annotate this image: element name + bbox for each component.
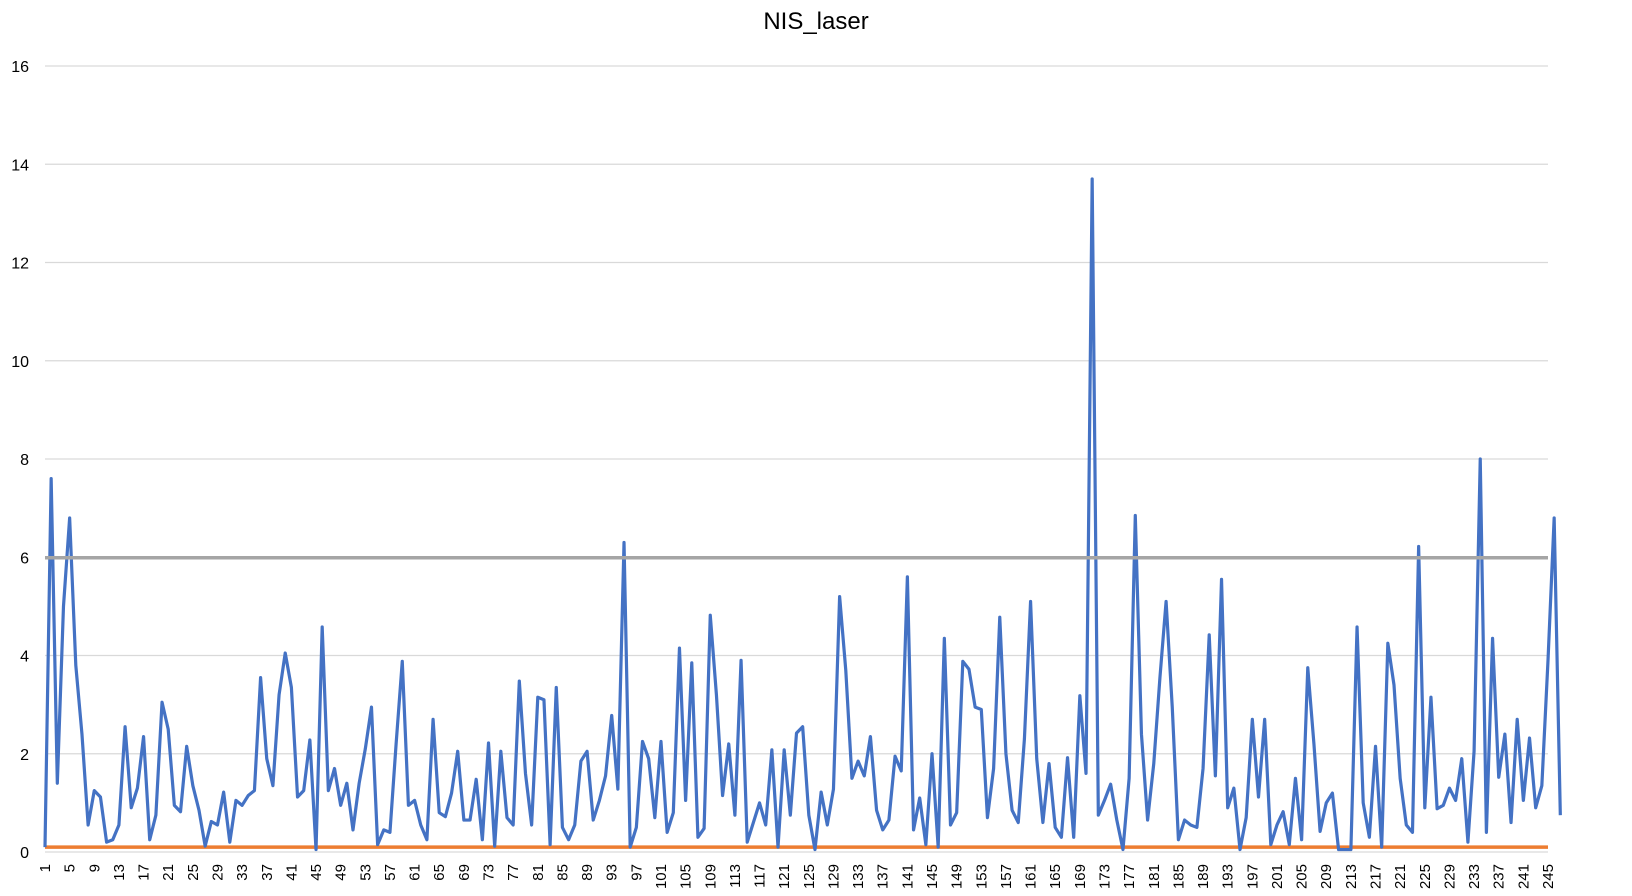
x-tick-label: 37 bbox=[259, 864, 276, 881]
x-tick-label: 145 bbox=[924, 864, 941, 889]
y-tick-label: 6 bbox=[20, 550, 29, 567]
x-tick-label: 193 bbox=[1220, 864, 1237, 889]
x-tick-label: 141 bbox=[899, 864, 916, 889]
x-tick-label: 53 bbox=[357, 864, 374, 881]
x-tick-label: 85 bbox=[554, 864, 571, 881]
y-tick-label: 0 bbox=[20, 845, 29, 862]
x-tick-label: 61 bbox=[407, 864, 424, 881]
x-tick-label: 77 bbox=[505, 864, 522, 881]
x-tick-label: 161 bbox=[1023, 864, 1040, 889]
y-axis-tick-labels: 0 2 4 6 8 10 12 14 16 bbox=[11, 59, 29, 862]
x-tick-label: 245 bbox=[1540, 864, 1557, 889]
x-tick-label: 137 bbox=[875, 864, 892, 889]
y-tick-label: 8 bbox=[20, 452, 29, 469]
x-tick-label: 129 bbox=[825, 864, 842, 889]
x-tick-label: 105 bbox=[678, 864, 695, 889]
x-tick-label: 41 bbox=[283, 864, 300, 881]
x-tick-label: 133 bbox=[850, 864, 867, 889]
x-tick-label: 169 bbox=[1072, 864, 1089, 889]
x-tick-label: 197 bbox=[1244, 864, 1261, 889]
x-tick-label: 221 bbox=[1392, 864, 1409, 889]
x-tick-label: 113 bbox=[727, 864, 744, 888]
x-tick-label: 45 bbox=[308, 864, 325, 881]
x-tick-label: 17 bbox=[136, 864, 153, 881]
x-tick-label: 181 bbox=[1146, 864, 1163, 889]
x-tick-label: 65 bbox=[431, 864, 448, 881]
y-tick-label: 10 bbox=[11, 354, 29, 371]
x-tick-label: 225 bbox=[1417, 864, 1434, 889]
x-tick-label: 33 bbox=[234, 864, 251, 881]
x-tick-label: 229 bbox=[1441, 864, 1458, 889]
chart-title: NIS_laser bbox=[763, 8, 869, 35]
x-tick-label: 177 bbox=[1121, 864, 1138, 889]
y-tick-label: 4 bbox=[20, 649, 29, 666]
x-tick-label: 233 bbox=[1466, 864, 1483, 889]
x-tick-label: 13 bbox=[111, 864, 128, 881]
x-tick-label: 97 bbox=[628, 864, 645, 881]
x-tick-label: 173 bbox=[1096, 864, 1113, 889]
y-tick-label: 16 bbox=[11, 59, 29, 76]
x-tick-label: 89 bbox=[579, 864, 596, 881]
x-tick-label: 125 bbox=[801, 864, 818, 889]
x-tick-label: 117 bbox=[752, 864, 769, 888]
x-tick-label: 93 bbox=[604, 864, 621, 881]
x-tick-label: 165 bbox=[1047, 864, 1064, 889]
x-tick-label: 237 bbox=[1491, 864, 1508, 889]
x-tick-label: 69 bbox=[456, 864, 473, 881]
x-tick-label: 153 bbox=[973, 864, 990, 889]
x-tick-label: 49 bbox=[333, 864, 350, 881]
x-tick-label: 201 bbox=[1269, 864, 1286, 889]
x-tick-label: 241 bbox=[1515, 864, 1532, 889]
y-tick-label: 14 bbox=[11, 157, 29, 174]
x-tick-label: 21 bbox=[160, 864, 177, 881]
x-tick-label: 209 bbox=[1318, 864, 1335, 889]
series-line-nis bbox=[43, 177, 1562, 852]
x-tick-label: 9 bbox=[86, 864, 103, 872]
x-tick-label: 29 bbox=[209, 864, 226, 881]
y-tick-label: 12 bbox=[11, 256, 29, 273]
x-tick-label: 73 bbox=[481, 864, 498, 881]
x-tick-label: 213 bbox=[1343, 864, 1360, 889]
x-tick-label: 121 bbox=[776, 864, 793, 889]
x-tick-label: 81 bbox=[530, 864, 547, 881]
y-tick-label: 2 bbox=[20, 747, 29, 764]
x-tick-label: 109 bbox=[702, 864, 719, 889]
x-tick-label: 25 bbox=[185, 864, 202, 881]
x-tick-label: 157 bbox=[998, 864, 1015, 889]
x-tick-label: 205 bbox=[1294, 864, 1311, 889]
x-axis-tick-labels: 1 5 9 13 17 21 25 29 33 37 41 45 49 53 57 61 65 69 73 77 81 8… bbox=[37, 864, 1557, 889]
x-tick-label: 185 bbox=[1170, 864, 1187, 889]
x-tick-label: 101 bbox=[653, 864, 670, 889]
x-tick-label: 189 bbox=[1195, 864, 1212, 889]
x-tick-label: 149 bbox=[949, 864, 966, 889]
x-tick-label: 57 bbox=[382, 864, 399, 881]
x-tick-label: 1 bbox=[37, 864, 54, 872]
x-tick-label: 217 bbox=[1368, 864, 1385, 889]
series-lines bbox=[43, 177, 1562, 852]
x-tick-label: 5 bbox=[62, 864, 79, 872]
